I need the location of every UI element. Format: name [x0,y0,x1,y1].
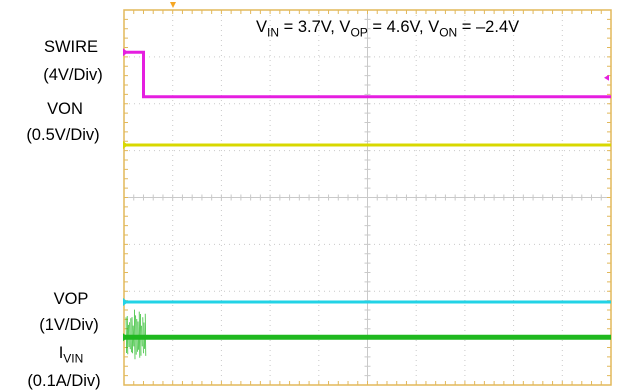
swire-right-marker [604,74,609,81]
ivin-scale: (0.1A/Div) [27,372,101,390]
von-symbol: V [428,18,440,36]
von-value: = –2.4V [457,18,520,36]
swire-ground-marker [123,48,128,57]
von-label: VON [47,100,83,118]
vin-symbol: V [256,18,268,36]
ivin-label: IVIN [26,344,116,368]
ivin-switching-burst [125,309,147,360]
vop-label: VOP [53,290,89,308]
swire-trace [124,50,611,99]
swire-name: SWIRE [43,38,99,56]
swire-scale: (4V/Div) [43,66,103,84]
vop-subscript: OP [350,25,368,40]
vin-value: = 3.7V, [279,18,340,36]
ivin-symbol: I [58,344,64,362]
von-scale: (0.5V/Div) [26,126,100,144]
swire-label: SWIRE [26,38,116,57]
vop-value: = 4.6V, [367,18,429,36]
vop-scale: (1V/Div) [39,316,99,334]
vop-symbol: V [339,18,351,36]
von-subscript: ON [439,25,458,40]
ivin-subscript: VIN [63,351,84,366]
test-conditions: VIN = 3.7V, VOP = 4.6V, VON = –2.4V [256,18,519,39]
vop-ground-marker [123,298,128,307]
von-ground-marker [123,141,128,149]
ivin-ground-marker [123,333,128,342]
vin-subscript: IN [267,25,280,40]
trigger-marker [170,2,176,8]
